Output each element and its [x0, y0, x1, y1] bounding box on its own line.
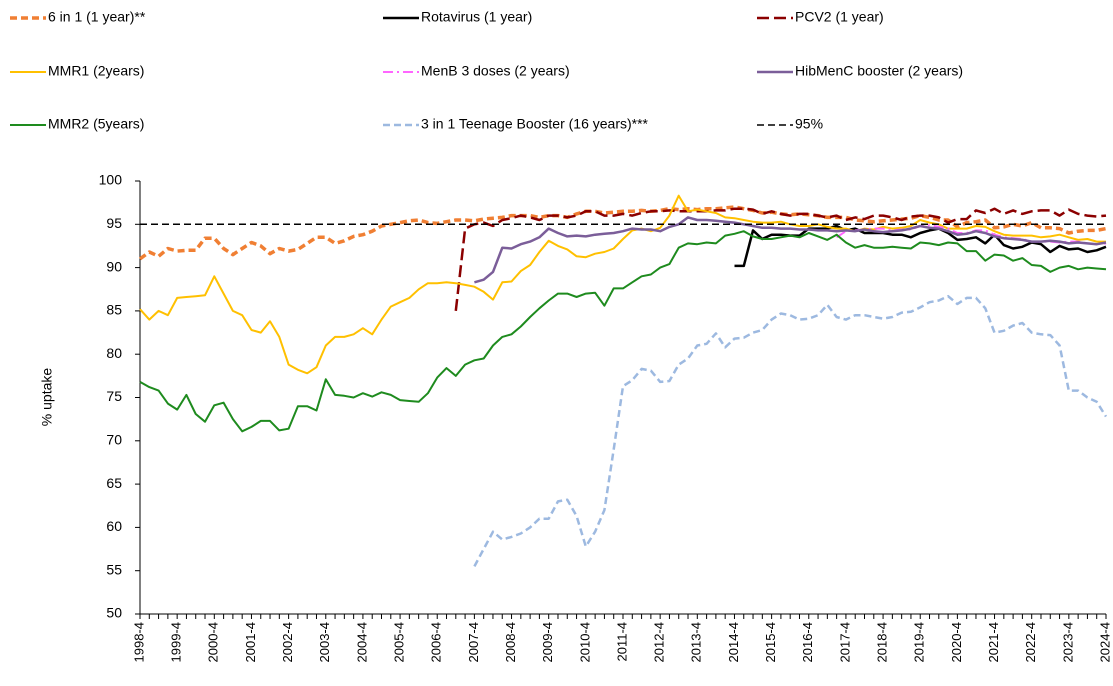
series-line	[139, 194, 1106, 375]
series-line	[474, 216, 1107, 284]
series-line	[473, 294, 1108, 567]
series-line	[454, 207, 1107, 312]
x-tick-label: 2022-4	[1023, 622, 1038, 662]
x-tick-label: 2024-4	[1097, 622, 1112, 662]
x-tick-label: 2002-4	[280, 622, 295, 662]
x-tick-label: 2009-4	[540, 622, 555, 662]
x-tick-label: 1999-4	[169, 622, 184, 662]
y-tick-label: 50	[106, 605, 122, 621]
legend-label: 95%	[795, 116, 823, 132]
y-tick-label: 55	[106, 561, 122, 577]
legend-label: 3 in 1 Teenage Booster (16 years)***	[421, 116, 649, 132]
legend-label: MMR1 (2years)	[48, 63, 144, 79]
y-tick-label: 65	[106, 475, 122, 491]
x-tick-label: 2003-4	[317, 622, 332, 662]
y-tick-label: 90	[106, 258, 122, 274]
y-tick-label: 60	[106, 518, 122, 534]
x-tick-label: 2007-4	[466, 622, 481, 662]
x-tick-label: 2001-4	[243, 622, 258, 662]
x-tick-label: 2017-4	[837, 622, 852, 662]
legend-label: MMR2 (5years)	[48, 116, 144, 132]
x-tick-label: 2020-4	[949, 622, 964, 662]
legend-label: 6 in 1 (1 year)**	[48, 9, 146, 25]
x-tick-label: 2008-4	[503, 622, 518, 662]
x-tick-label: 2018-4	[875, 622, 890, 662]
series-line	[139, 230, 1107, 433]
y-tick-label: 75	[106, 388, 122, 404]
legend-label: MenB 3 doses (2 years)	[421, 63, 570, 79]
x-tick-label: 2013-4	[689, 622, 704, 662]
x-tick-label: 2005-4	[392, 622, 407, 662]
series-line	[734, 224, 1107, 268]
x-tick-label: 1998-4	[131, 622, 146, 662]
legend-label: Rotavirus (1 year)	[421, 9, 532, 25]
y-tick-label: 95	[106, 215, 122, 231]
x-tick-label: 2012-4	[652, 622, 667, 662]
x-tick-label: 2011-4	[614, 622, 629, 662]
x-tick-label: 2019-4	[912, 622, 927, 662]
x-tick-label: 2015-4	[763, 622, 778, 662]
y-axis-label: % uptake	[39, 368, 55, 427]
x-tick-label: 2006-4	[429, 622, 444, 662]
y-tick-label: 85	[106, 302, 122, 318]
legend-label: PCV2 (1 year)	[795, 9, 884, 25]
x-tick-label: 2021-4	[986, 622, 1001, 662]
x-tick-label: 2010-4	[577, 622, 592, 662]
x-tick-label: 2023-4	[1060, 622, 1075, 662]
y-tick-label: 70	[106, 432, 122, 448]
x-tick-label: 2004-4	[354, 622, 369, 662]
y-tick-label: 100	[99, 172, 123, 188]
x-tick-label: 2014-4	[726, 622, 741, 662]
x-tick-label: 2016-4	[800, 622, 815, 662]
series-line	[836, 224, 1107, 246]
legend-label: HibMenC booster (2 years)	[795, 63, 963, 79]
x-tick-label: 2000-4	[206, 622, 221, 662]
y-tick-label: 80	[106, 345, 122, 361]
